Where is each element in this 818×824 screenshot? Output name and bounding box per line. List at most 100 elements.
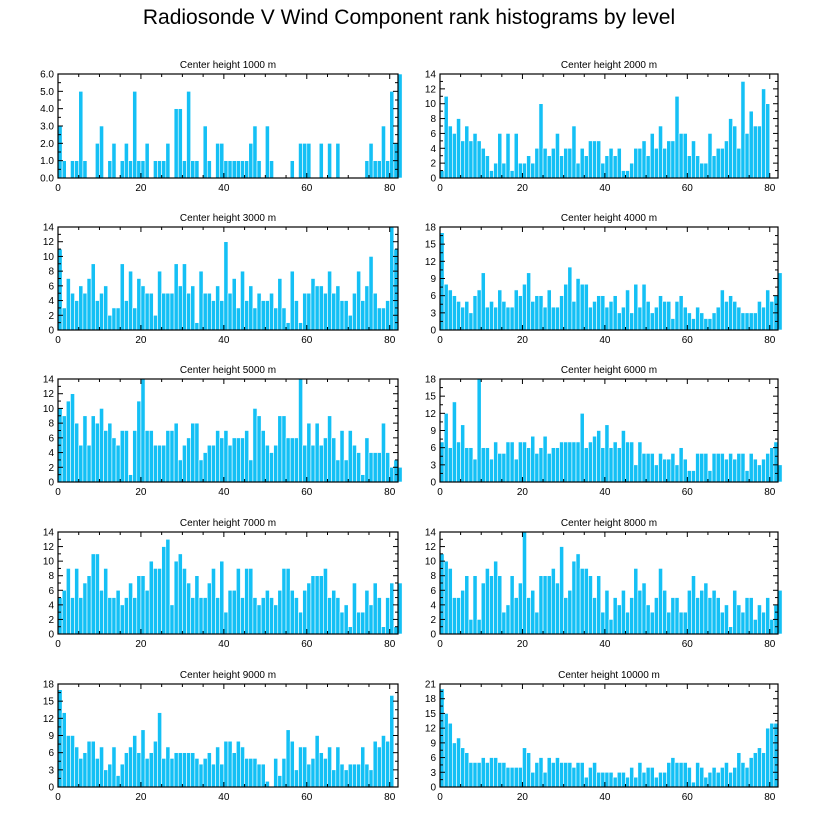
bar xyxy=(82,752,88,788)
bar xyxy=(153,740,158,788)
bar xyxy=(269,597,274,635)
bar xyxy=(732,767,738,788)
y-tick-label: 3 xyxy=(48,765,54,776)
y-tick-label: 10 xyxy=(43,404,55,415)
bar xyxy=(608,147,614,179)
y-tick-label: 8 xyxy=(48,267,54,278)
x-tick-label: 40 xyxy=(218,183,230,194)
bar xyxy=(542,306,548,331)
bar xyxy=(604,589,610,635)
bar xyxy=(128,160,133,179)
x-tick-label: 40 xyxy=(599,183,611,194)
bar xyxy=(335,459,341,483)
bar xyxy=(724,762,729,788)
bar xyxy=(248,285,254,331)
bar xyxy=(583,283,589,331)
bar xyxy=(575,553,581,635)
bar xyxy=(563,597,569,635)
bar xyxy=(182,444,187,483)
bar xyxy=(695,453,700,483)
bar xyxy=(658,568,663,635)
y-tick-label: 2 xyxy=(48,311,54,322)
bar xyxy=(74,746,80,788)
bar xyxy=(476,762,482,788)
bar xyxy=(633,776,639,788)
bar xyxy=(621,306,626,331)
x-tick-label: 80 xyxy=(764,792,776,803)
bar xyxy=(629,312,635,331)
bar xyxy=(719,611,725,635)
bar xyxy=(161,546,167,635)
bar xyxy=(728,295,733,331)
bar xyxy=(662,301,668,331)
bar xyxy=(161,160,167,179)
bar xyxy=(748,312,754,331)
bar xyxy=(177,553,183,635)
bar xyxy=(376,746,382,788)
bar xyxy=(252,408,258,483)
y-tick-label: 9 xyxy=(430,738,436,749)
bar xyxy=(513,458,519,483)
bar xyxy=(641,283,647,331)
bar xyxy=(505,604,511,635)
bar xyxy=(699,162,705,179)
bar xyxy=(596,295,602,331)
y-tick-label: 6 xyxy=(48,586,54,597)
bar xyxy=(227,740,233,788)
bar xyxy=(61,160,67,179)
panel-5: Center height 5000 m 0 20 40 60 80 0 2 4 6 8 10 12 14 xyxy=(43,365,403,498)
bar xyxy=(285,322,291,331)
bar xyxy=(443,283,449,331)
bar xyxy=(177,752,183,788)
bar xyxy=(530,435,536,483)
bar xyxy=(707,771,713,788)
bar xyxy=(534,611,540,635)
bar xyxy=(538,295,544,331)
bar xyxy=(235,437,241,483)
x-tick-label: 0 xyxy=(55,335,61,346)
bar xyxy=(107,160,113,179)
panel-7: Center height 7000 m 0 20 40 60 80 0 2 4 6 8 10 12 14 xyxy=(43,518,403,650)
y-tick-label: 15 xyxy=(425,392,437,403)
bar xyxy=(625,441,630,483)
bar xyxy=(393,626,399,635)
bar xyxy=(526,447,531,483)
bar xyxy=(460,747,466,788)
bar xyxy=(633,147,639,179)
bar xyxy=(124,300,129,331)
bar xyxy=(460,589,466,635)
y-tick-label: 6 xyxy=(430,586,436,597)
bar xyxy=(144,589,150,635)
panel-10: Center height 10000 m 0 20 40 60 80 0 3 6 9 12 15 18… xyxy=(425,670,779,803)
x-tick-label: 80 xyxy=(384,335,396,346)
y-tick-label: 4 xyxy=(430,144,436,155)
bar xyxy=(682,306,688,331)
bar xyxy=(452,295,457,331)
bar xyxy=(289,437,295,483)
bar xyxy=(542,435,548,483)
bar xyxy=(592,762,597,788)
bar xyxy=(99,125,104,179)
bar xyxy=(269,292,274,331)
bar xyxy=(347,763,353,788)
bar xyxy=(385,300,391,331)
bar xyxy=(360,611,366,635)
bar xyxy=(240,160,245,179)
bar xyxy=(211,568,216,635)
bar xyxy=(645,767,651,788)
bar xyxy=(115,444,121,483)
bar xyxy=(621,771,626,788)
bar xyxy=(95,422,100,483)
bar xyxy=(248,143,254,179)
bar xyxy=(99,589,104,635)
bar xyxy=(244,300,250,331)
bar xyxy=(186,437,191,483)
bar xyxy=(616,447,622,483)
panel-1: Center height 1000 m 0 20 40 60 80 0.0 1.0 2.0 3.… xyxy=(40,60,403,194)
bar xyxy=(687,767,692,788)
bar xyxy=(695,306,700,331)
x-tick-label: 20 xyxy=(135,792,147,803)
y-tick-label: 0 xyxy=(430,783,436,794)
bar xyxy=(211,763,216,788)
bar xyxy=(522,531,527,635)
